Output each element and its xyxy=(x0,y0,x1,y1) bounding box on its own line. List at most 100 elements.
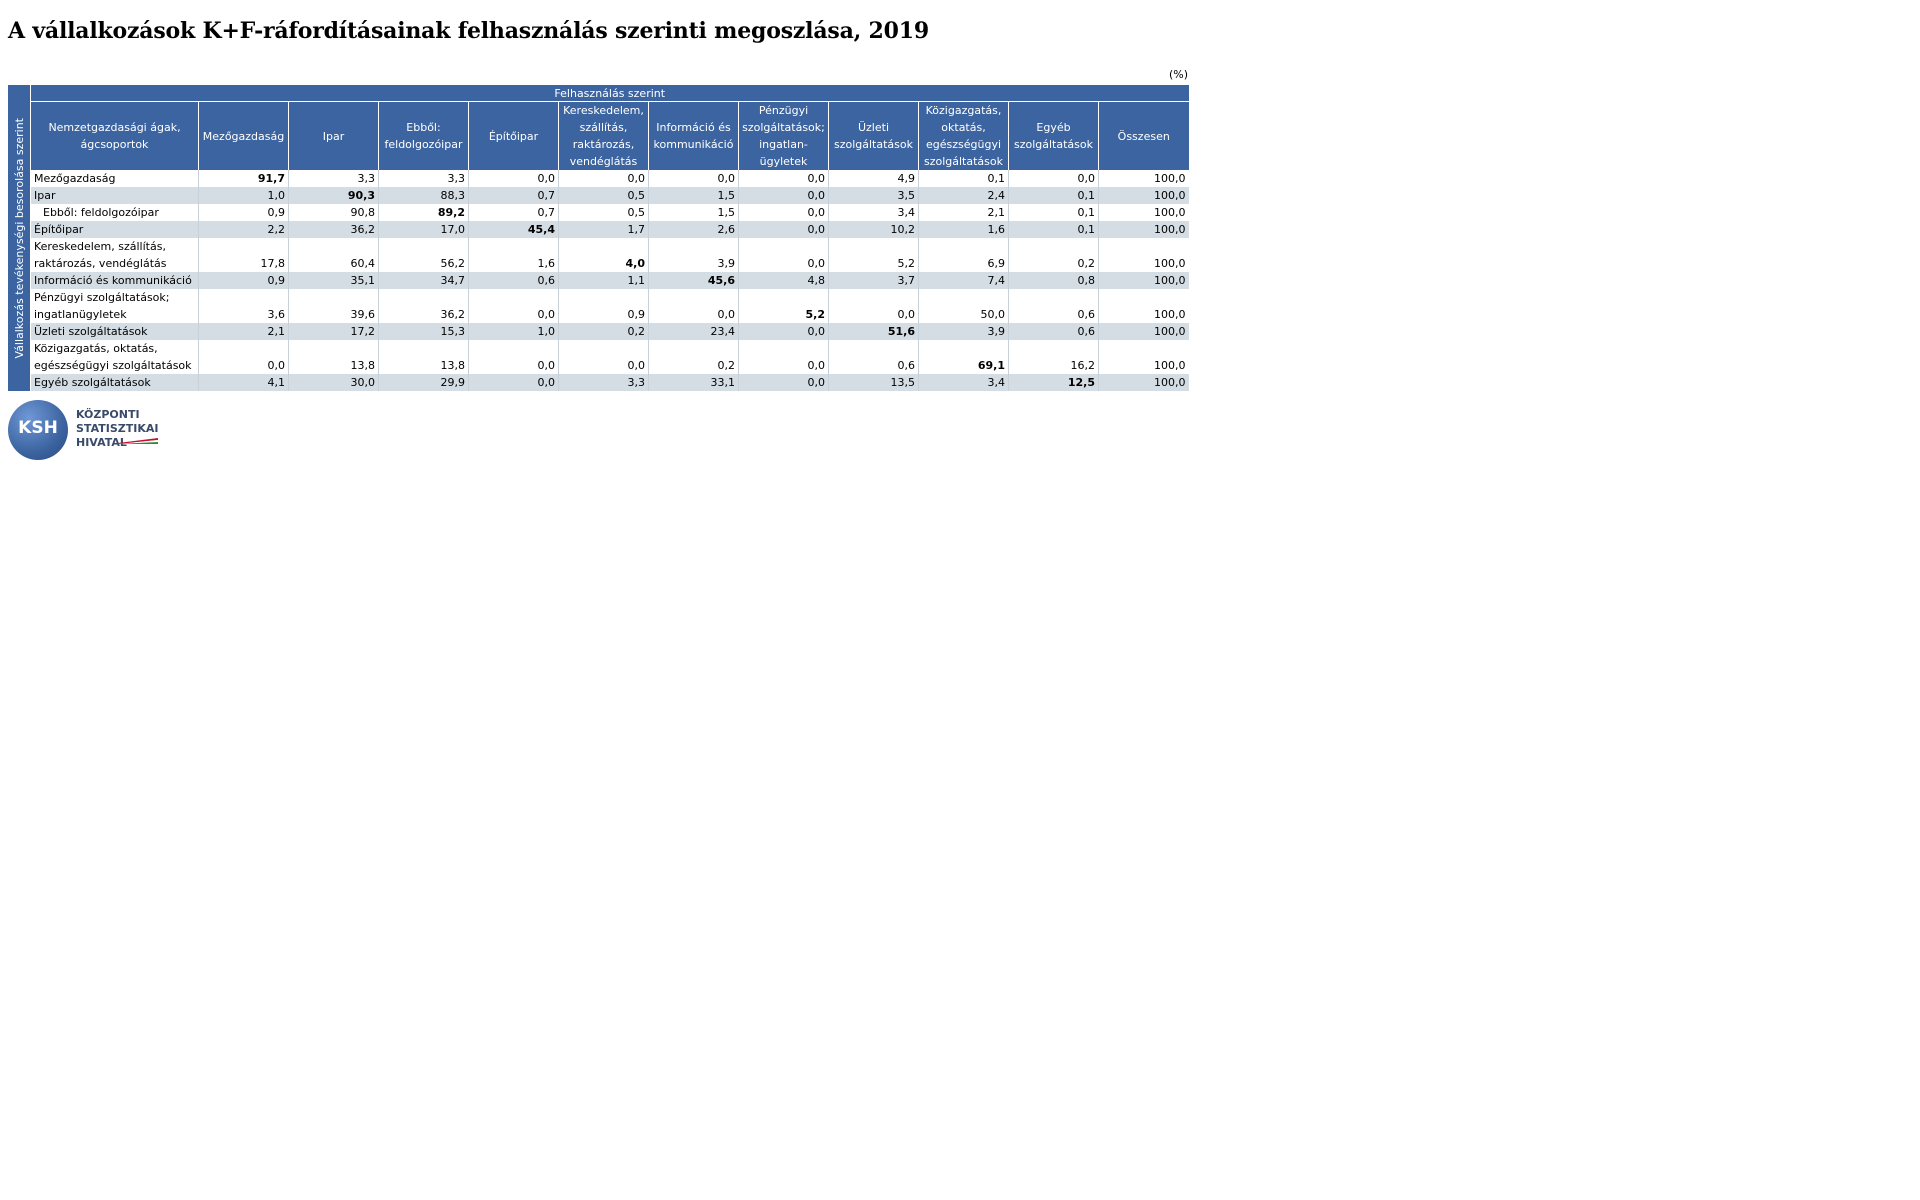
row-label: Egyéb szolgáltatások xyxy=(30,374,199,391)
row-label: Információ és kommunikáció xyxy=(30,272,199,289)
table-cell: 1,1 xyxy=(558,272,649,289)
table-cell: 2,1 xyxy=(198,323,289,340)
table-cell: 0,0 xyxy=(468,289,559,323)
table-cell: 39,6 xyxy=(288,289,379,323)
table-row: Egyéb szolgáltatások 4,1 30,0 29,9 0,0 3,3 33,… xyxy=(8,374,1189,391)
column-header-category: Nemzetgazdasági ágak, ágcsoportok xyxy=(30,101,199,170)
table-cell: 1,0 xyxy=(468,323,559,340)
table-cell: 17,2 xyxy=(288,323,379,340)
table-cell: 90,8 xyxy=(288,204,379,221)
side-header-text: Vállalkozás tevékenységi besorolása szer… xyxy=(12,117,26,359)
table-cell: 30,0 xyxy=(288,374,379,391)
table-cell: 88,3 xyxy=(378,187,469,204)
data-table: Vállalkozás tevékenységi besorolása szer… xyxy=(8,85,1189,391)
row-label: Üzleti szolgáltatások xyxy=(30,323,199,340)
table-cell: 0,0 xyxy=(468,374,559,391)
table-cell: 7,4 xyxy=(918,272,1009,289)
table-cell: 0,0 xyxy=(468,340,559,374)
table-cell: 1,0 xyxy=(198,187,289,204)
table-cell: 13,8 xyxy=(288,340,379,374)
table-cell: 100,0 xyxy=(1098,204,1189,221)
column-header: Kereskedelem, szállítás, raktározás, ven… xyxy=(558,101,649,170)
table-cell: 100,0 xyxy=(1098,221,1189,238)
table-cell: 100,0 xyxy=(1098,170,1189,187)
table-cell: 34,7 xyxy=(378,272,469,289)
table-cell: 0,0 xyxy=(828,289,919,323)
table-cell: 0,2 xyxy=(1008,238,1099,272)
table-cell: 3,4 xyxy=(828,204,919,221)
table-row: Pénzügyi szolgáltatások; ingatlanügylete… xyxy=(8,289,1189,323)
ksh-logo: KSH KÖZPONTI STATISZTIKAI HIVATAL xyxy=(8,400,158,462)
row-label: Építőipar xyxy=(30,221,199,238)
table-cell: 12,5 xyxy=(1008,374,1099,391)
table-cell: 0,1 xyxy=(1008,187,1099,204)
row-label: Pénzügyi szolgáltatások; ingatlanügylete… xyxy=(30,289,199,323)
table-row: Információ és kommunikáció 0,9 35,1 34,7 0,6… xyxy=(8,272,1189,289)
logo-circle xyxy=(8,400,68,460)
table-cell: 0,1 xyxy=(1008,221,1099,238)
table-cell: 3,3 xyxy=(558,374,649,391)
column-header: Egyéb szolgáltatások xyxy=(1008,101,1099,170)
table-cell: 4,9 xyxy=(828,170,919,187)
column-header: Ebből: feldolgozóipar xyxy=(378,101,469,170)
table-cell: 0,0 xyxy=(468,170,559,187)
table-cell: 0,1 xyxy=(918,170,1009,187)
table-cell: 3,9 xyxy=(648,238,739,272)
table-cell: 51,6 xyxy=(828,323,919,340)
top-header: Felhasználás szerint xyxy=(30,85,1189,102)
table-cell: 0,6 xyxy=(828,340,919,374)
table-cell: 0,0 xyxy=(738,323,829,340)
logo-line: KÖZPONTI xyxy=(76,408,140,421)
table-cell: 0,2 xyxy=(558,323,649,340)
table-cell: 36,2 xyxy=(378,289,469,323)
table-cell: 5,2 xyxy=(738,289,829,323)
page-title: A vállalkozások K+F-ráfordításainak felh… xyxy=(8,18,929,44)
table-cell: 0,8 xyxy=(1008,272,1099,289)
table-cell: 100,0 xyxy=(1098,187,1189,204)
table-cell: 23,4 xyxy=(648,323,739,340)
table-cell: 1,6 xyxy=(468,238,559,272)
table-cell: 4,0 xyxy=(558,238,649,272)
table-cell: 1,7 xyxy=(558,221,649,238)
table-row: Közigazgatás, oktatás, egészségügyi szol… xyxy=(8,340,1189,374)
row-label: Kereskedelem, szállítás, raktározás, ven… xyxy=(30,238,199,272)
table-cell: 3,5 xyxy=(828,187,919,204)
table-cell: 15,3 xyxy=(378,323,469,340)
row-label: Ebből: feldolgozóipar xyxy=(30,204,199,221)
column-header: Üzleti szolgáltatások xyxy=(828,101,919,170)
table-cell: 13,5 xyxy=(828,374,919,391)
table-cell: 0,0 xyxy=(738,340,829,374)
table-cell: 0,0 xyxy=(738,238,829,272)
table-row: Ebből: feldolgozóipar 0,9 90,8 89,2 0,7 0,5 1,… xyxy=(8,204,1189,221)
table-cell: 2,4 xyxy=(918,187,1009,204)
table-cell: 91,7 xyxy=(198,170,289,187)
table-cell: 0,6 xyxy=(468,272,559,289)
logo-line: STATISZTIKAI xyxy=(76,422,159,435)
column-header: Összesen xyxy=(1098,101,1189,170)
table-cell: 2,2 xyxy=(198,221,289,238)
table-cell: 0,6 xyxy=(1008,289,1099,323)
table-cell: 0,0 xyxy=(738,170,829,187)
table-cell: 0,1 xyxy=(1008,204,1099,221)
table-cell: 16,2 xyxy=(1008,340,1099,374)
table-cell: 45,4 xyxy=(468,221,559,238)
table-cell: 17,0 xyxy=(378,221,469,238)
table-cell: 3,3 xyxy=(288,170,379,187)
column-header: Pénzügyi szolgáltatások; ingatlan-ügylet… xyxy=(738,101,829,170)
table-cell: 69,1 xyxy=(918,340,1009,374)
table-cell: 0,0 xyxy=(738,221,829,238)
row-label: Ipar xyxy=(30,187,199,204)
table-cell: 45,6 xyxy=(648,272,739,289)
table-cell: 1,5 xyxy=(648,204,739,221)
table-row: Kereskedelem, szállítás, raktározás, ven… xyxy=(8,238,1189,272)
table-cell: 100,0 xyxy=(1098,289,1189,323)
column-header: Ipar xyxy=(288,101,379,170)
table-cell: 0,5 xyxy=(558,204,649,221)
table-cell: 90,3 xyxy=(288,187,379,204)
table-cell: 1,5 xyxy=(648,187,739,204)
table-cell: 0,0 xyxy=(1008,170,1099,187)
table-cell: 0,7 xyxy=(468,187,559,204)
table-cell: 0,0 xyxy=(648,170,739,187)
table-cell: 10,2 xyxy=(828,221,919,238)
logo-abbr: KSH xyxy=(18,418,58,438)
